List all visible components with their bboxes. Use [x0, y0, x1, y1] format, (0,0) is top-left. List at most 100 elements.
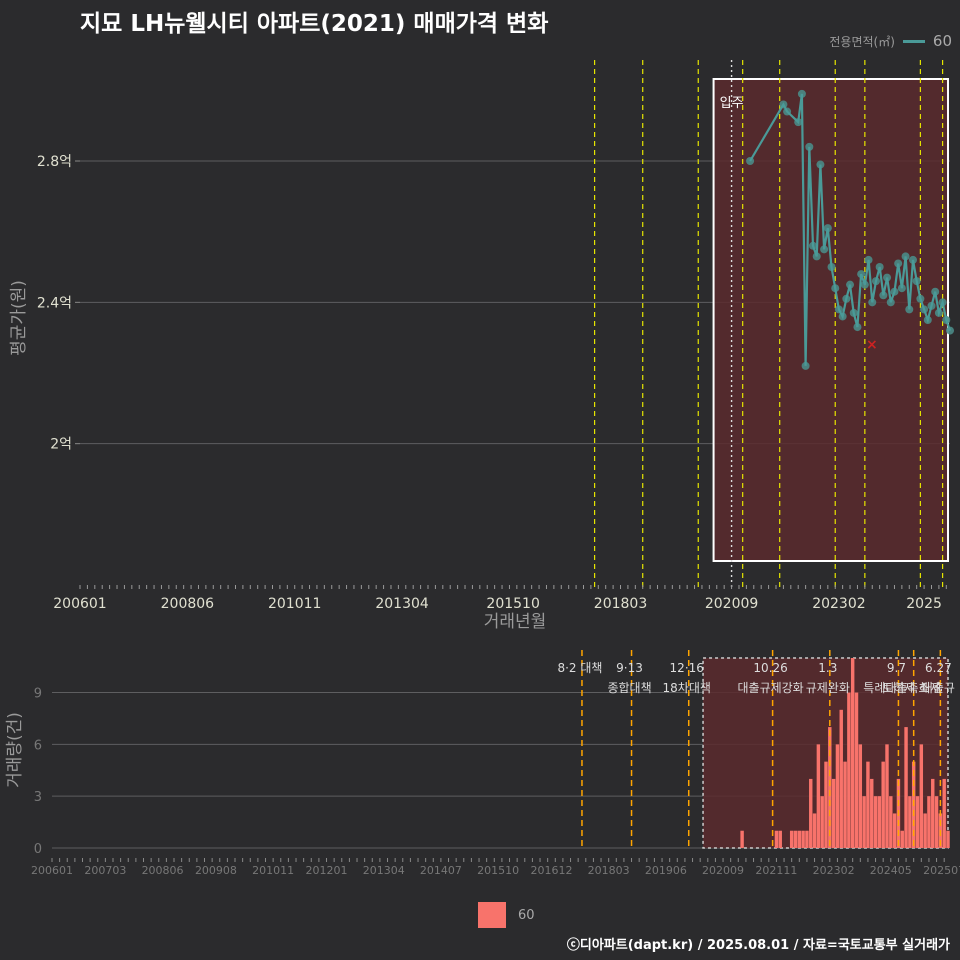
- x-tick-label: 201304: [375, 596, 429, 612]
- volume-bar: [923, 813, 927, 848]
- volume-bar: [946, 830, 950, 848]
- x-tick-label: 202009: [702, 864, 744, 877]
- volume-bar: [885, 744, 889, 848]
- volume-bar: [835, 744, 840, 848]
- volume-bar: [889, 796, 893, 848]
- x-tick-label: 201906: [645, 864, 687, 877]
- volume-bar: [820, 796, 824, 848]
- policy-label: 대출규제강화: [737, 681, 803, 695]
- policy-label: 8·2 대책: [557, 660, 602, 675]
- volume-bar: [942, 778, 946, 848]
- x-tick-label: 201612: [530, 864, 572, 877]
- policy-label: 9·13: [616, 661, 643, 675]
- volume-bar: [816, 744, 821, 848]
- volume-bar: [870, 778, 874, 848]
- volume-bar: [797, 830, 802, 848]
- volume-bar: [919, 744, 924, 848]
- x-tick-label: 2025: [906, 596, 942, 612]
- volume-bar: [850, 658, 855, 848]
- volume-bar: [862, 796, 866, 848]
- policy-label: 1.3: [818, 661, 837, 675]
- volume-bar: [793, 830, 798, 848]
- y-axis-title: 거래량(건): [5, 712, 25, 788]
- y-tick-label: 6: [34, 738, 42, 753]
- series-line-60: [749, 93, 952, 366]
- y-tick-label: 2.4억: [37, 295, 72, 311]
- x-tick-label: 201011: [268, 596, 321, 612]
- data-point: [805, 142, 814, 151]
- x-tick-label: 202009: [705, 596, 758, 612]
- x-tick-label: 201304: [363, 864, 405, 877]
- x-tick-label: 201803: [594, 596, 647, 612]
- x-tick-label: 202507: [923, 864, 960, 877]
- x-tick-label: 200806: [161, 596, 215, 612]
- volume-bar: [858, 744, 863, 848]
- volume-bar: [873, 796, 878, 848]
- volume-bar: [828, 727, 832, 848]
- policy-label: 규제완화: [806, 681, 850, 695]
- volume-bar: [908, 796, 912, 848]
- y-tick-label: 2.8억: [37, 154, 72, 170]
- x-tick-label: 200806: [142, 864, 184, 877]
- volume-bar: [801, 830, 805, 848]
- policy-label: 18차대책: [663, 680, 711, 695]
- y-tick-label: 0: [34, 842, 42, 857]
- policy-label: 종합대책: [607, 680, 651, 695]
- policy-label: 토허제 해제: [882, 681, 941, 695]
- x-tick-label: 202405: [870, 864, 912, 877]
- y-tick-label: 9: [34, 687, 42, 702]
- volume-bar: [931, 778, 935, 848]
- legend-top-title: 전용면적(㎡): [829, 34, 895, 49]
- volume-bar: [789, 830, 794, 848]
- volume-bar: [927, 796, 931, 848]
- policy-label: 10.26: [753, 661, 787, 675]
- x-tick-label: 202111: [755, 864, 797, 877]
- volume-bar: [881, 761, 885, 848]
- volume-bar: [843, 761, 847, 848]
- volume-bar: [934, 796, 939, 848]
- policy-label: 6.27: [925, 661, 952, 675]
- x-tick-label: 200703: [84, 864, 126, 877]
- volume-bar: [824, 761, 828, 848]
- legend-bottom-item: 60: [518, 907, 535, 923]
- volume-bar: [866, 761, 870, 848]
- x-axis-title: 거래년월: [484, 612, 547, 632]
- volume-bar: [904, 727, 908, 848]
- legend-top-line-swatch: [902, 39, 925, 43]
- x-tick-label: 201510: [486, 596, 539, 612]
- move-in-annotation: 입주: [720, 96, 744, 111]
- volume-bar: [809, 778, 813, 848]
- volume-bar: [778, 830, 782, 848]
- volume-bar: [900, 830, 904, 848]
- x-tick-label: 201201: [306, 864, 348, 877]
- legend-top: 전용면적(㎡) 60: [829, 32, 952, 50]
- x-tick-label: 202302: [812, 596, 865, 612]
- x-tick-label: 201011: [252, 864, 294, 877]
- legend-top-item: 60: [932, 32, 952, 50]
- legend-bottom-swatch: [478, 902, 506, 928]
- x-tick-label: 200908: [195, 864, 237, 877]
- x-tick-label: 200601: [31, 864, 73, 877]
- volume-bar: [805, 830, 809, 848]
- x-tick-label: 202302: [813, 864, 855, 877]
- price-chart: 2억 2.4억 2.8억 입주 200601 200806 201011 201304 2015…: [9, 60, 954, 632]
- policy-label: 대출규: [922, 681, 955, 695]
- x-tick-label: 200601: [53, 596, 106, 612]
- x-tick-label: 201510: [477, 864, 519, 877]
- highlight-marker: ×: [866, 337, 878, 353]
- data-point: [801, 361, 810, 370]
- volume-bar: [774, 830, 779, 848]
- chart-title: 지묘 LH뉴웰시티 아파트(2021) 매매가격 변화: [80, 11, 549, 37]
- volume-bar: [812, 813, 817, 848]
- post-move-in-region: [712, 78, 949, 562]
- y-axis-title: 평균가(원): [9, 280, 29, 356]
- volume-bar: [915, 796, 920, 848]
- volume-bar: [831, 778, 836, 848]
- volume-bar: [740, 830, 744, 848]
- volume-bar: [854, 692, 859, 848]
- footer-credit: ⓒ디아파트(dapt.kr) / 2025.08.01 / 자료=국토교통부 실…: [566, 938, 950, 953]
- volume-bar: [892, 813, 897, 848]
- volume-bar: [877, 796, 882, 848]
- x-tick-label: 201803: [588, 864, 630, 877]
- y-tick-label: 2억: [50, 437, 72, 453]
